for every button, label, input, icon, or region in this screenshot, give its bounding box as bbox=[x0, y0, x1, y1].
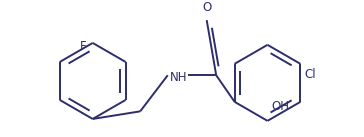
Text: NH: NH bbox=[170, 71, 187, 84]
Text: O: O bbox=[202, 2, 211, 14]
Text: OH: OH bbox=[271, 100, 289, 113]
Text: Cl: Cl bbox=[304, 68, 316, 81]
Text: F: F bbox=[80, 40, 87, 53]
